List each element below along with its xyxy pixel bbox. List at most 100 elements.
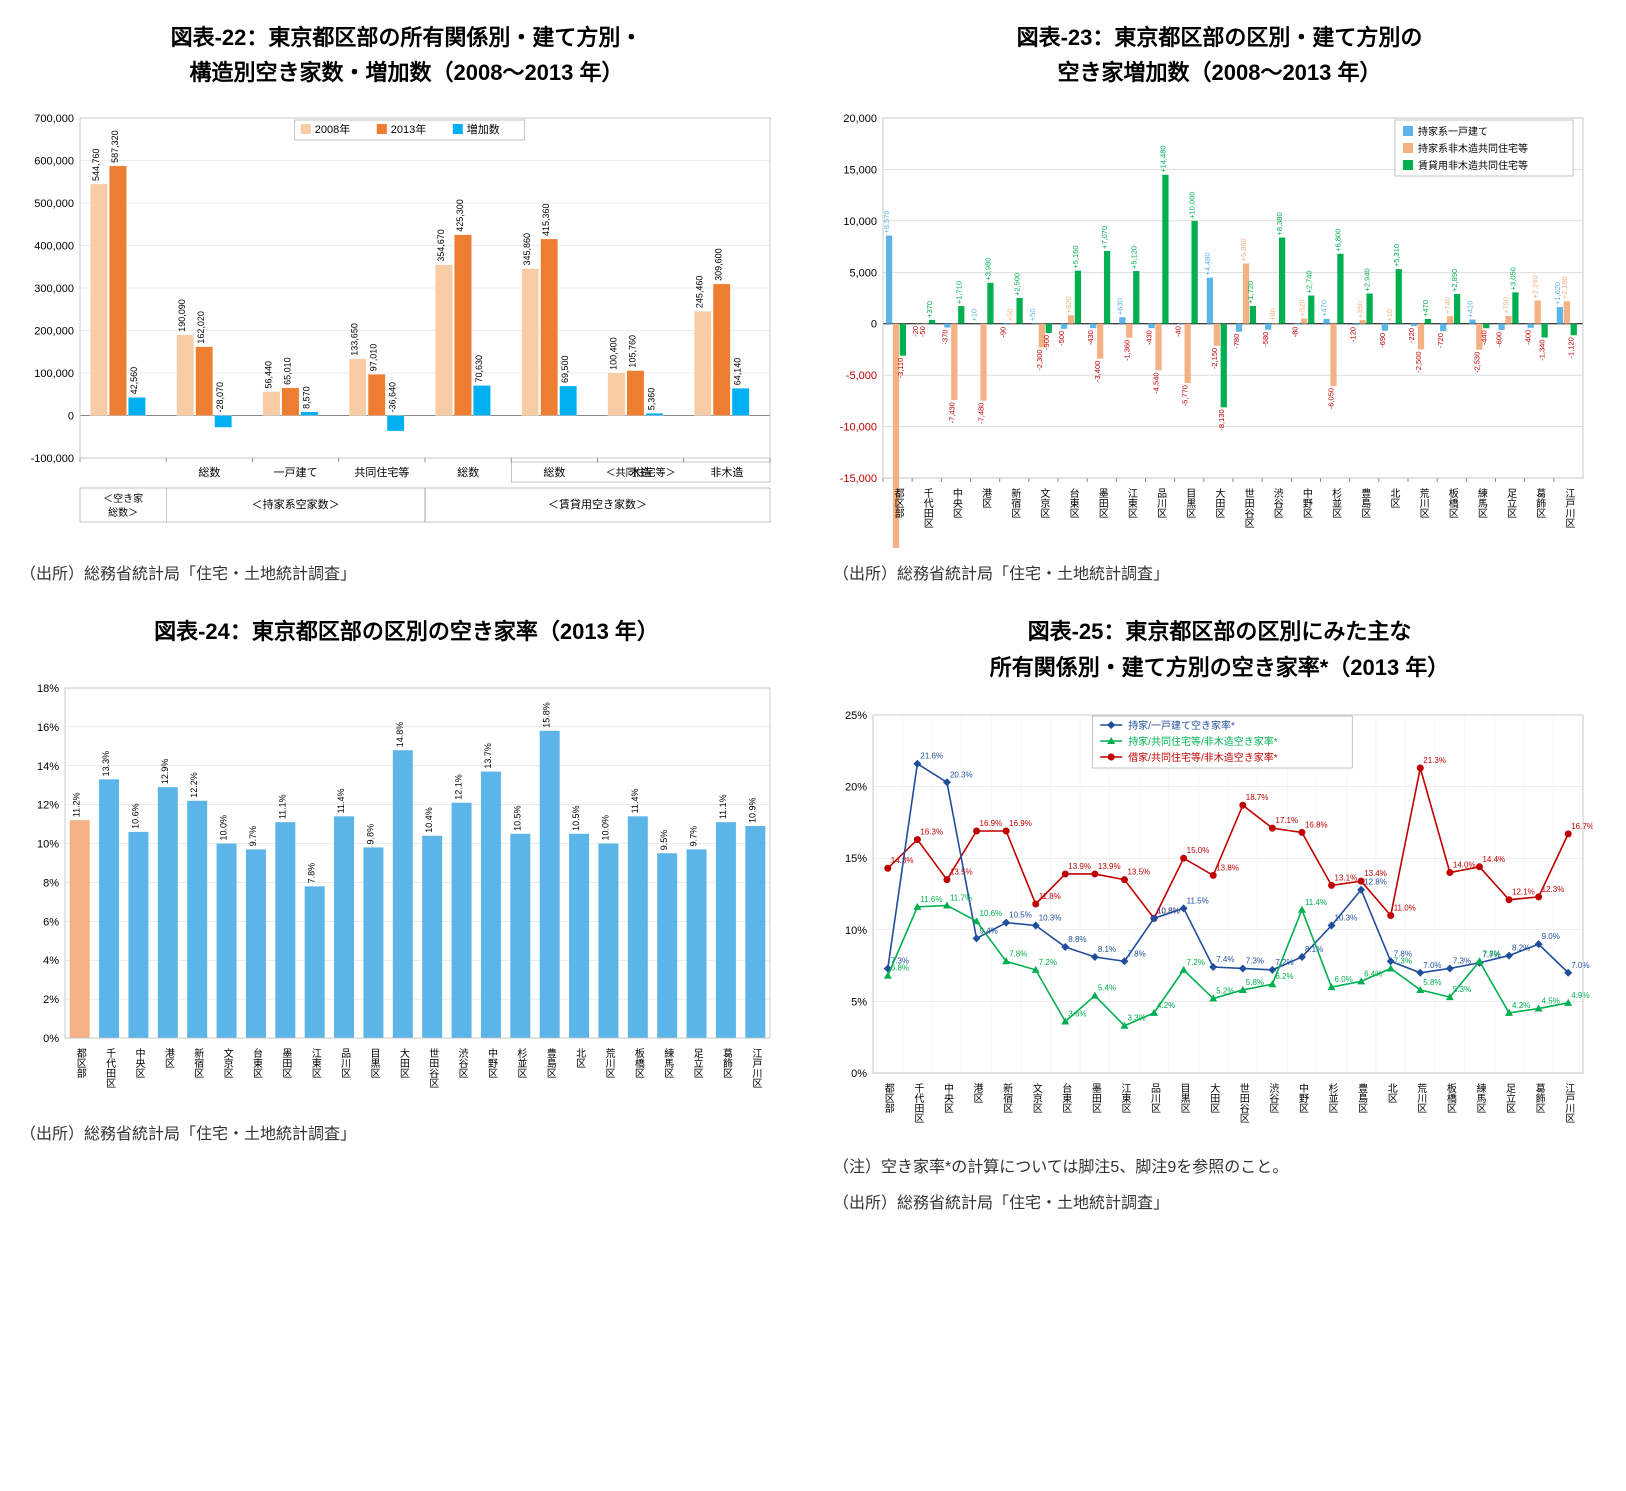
svg-text:162,020: 162,020 xyxy=(196,311,206,344)
svg-text:11.5%: 11.5% xyxy=(1187,896,1209,905)
svg-text:都区部: 都区部 xyxy=(74,1047,86,1078)
svg-text:+5,860: +5,860 xyxy=(1239,239,1248,262)
svg-text:15,000: 15,000 xyxy=(843,165,877,177)
svg-text:+80: +80 xyxy=(1268,309,1277,322)
svg-text:-10,000: -10,000 xyxy=(840,422,877,434)
chart-25-panel: 図表-25：東京都区部の区別にみた主な所有関係別・建て方別の空き家率*（2013… xyxy=(833,614,1606,1212)
svg-text:-7,430: -7,430 xyxy=(947,403,956,424)
svg-text:16.9%: 16.9% xyxy=(980,819,1003,828)
svg-text:8.8%: 8.8% xyxy=(1068,935,1086,944)
svg-text:文京区: 文京区 xyxy=(1030,1082,1042,1113)
svg-text:渋谷区: 渋谷区 xyxy=(1271,487,1283,518)
svg-text:豊島区: 豊島区 xyxy=(544,1046,556,1077)
svg-text:4%: 4% xyxy=(43,955,59,967)
chart-24-title: 図表-24：東京都区部の区別の空き家率（2013 年） xyxy=(20,614,793,649)
svg-text:11.0%: 11.0% xyxy=(1394,903,1416,912)
svg-text:11.1%: 11.1% xyxy=(718,794,728,819)
svg-text:借家/共同住宅等/非木造空き家率*: 借家/共同住宅等/非木造空き家率* xyxy=(1128,751,1278,764)
svg-text:-1,360: -1,360 xyxy=(1122,340,1131,361)
svg-text:+2,260: +2,260 xyxy=(1531,276,1540,299)
svg-text:+520: +520 xyxy=(1297,300,1306,317)
chart-22-source: （出所）総務省統計局「住宅・土地統計調査」 xyxy=(20,560,793,584)
svg-text:11.4%: 11.4% xyxy=(1305,898,1327,907)
svg-text:200,000: 200,000 xyxy=(34,326,74,338)
svg-text:2%: 2% xyxy=(43,994,59,1006)
svg-text:世田谷区: 世田谷区 xyxy=(1242,488,1254,528)
svg-text:7.8%: 7.8% xyxy=(1009,949,1027,958)
svg-text:目黒区: 目黒区 xyxy=(368,1048,380,1078)
svg-text:309,600: 309,600 xyxy=(714,249,724,282)
svg-text:97,010: 97,010 xyxy=(369,344,379,372)
svg-text:+630: +630 xyxy=(1115,299,1124,316)
svg-text:豊島区: 豊島区 xyxy=(1356,1082,1368,1113)
svg-text:-100,000: -100,000 xyxy=(31,453,74,465)
svg-text:新宿区: 新宿区 xyxy=(192,1046,204,1077)
svg-text:3.3%: 3.3% xyxy=(1127,1013,1145,1022)
svg-text:+740: +740 xyxy=(1443,298,1452,315)
svg-text:8.2%: 8.2% xyxy=(1512,943,1530,952)
svg-text:-400: -400 xyxy=(1524,330,1533,345)
svg-text:13.8%: 13.8% xyxy=(1216,863,1239,872)
svg-text:4.2%: 4.2% xyxy=(1512,1001,1530,1010)
svg-text:-5,000: -5,000 xyxy=(846,371,877,383)
svg-text:-580: -580 xyxy=(1261,332,1270,347)
chart-24-source: （出所）総務省統計局「住宅・土地統計調査」 xyxy=(20,1120,793,1144)
svg-text:+3,980: +3,980 xyxy=(983,258,992,281)
svg-text:-40: -40 xyxy=(1174,327,1183,338)
svg-text:渋谷区: 渋谷区 xyxy=(1267,1082,1279,1113)
svg-text:北区: 北区 xyxy=(1385,1083,1397,1103)
svg-text:-370: -370 xyxy=(940,330,949,345)
svg-text:11.1%: 11.1% xyxy=(277,794,287,819)
svg-text:+4,480: +4,480 xyxy=(1203,253,1212,276)
svg-text:-8,130: -8,130 xyxy=(1217,410,1226,431)
svg-text:11.6%: 11.6% xyxy=(920,895,942,904)
svg-text:21.3%: 21.3% xyxy=(1423,756,1446,765)
svg-text:-430: -430 xyxy=(1086,331,1095,346)
svg-text:10.3%: 10.3% xyxy=(1039,913,1062,922)
svg-text:16.9%: 16.9% xyxy=(1009,819,1032,828)
svg-text:墨田区: 墨田区 xyxy=(280,1047,292,1077)
svg-text:荒川区: 荒川区 xyxy=(603,1047,615,1077)
svg-text:+1,720: +1,720 xyxy=(1246,281,1255,304)
svg-text:+5,310: +5,310 xyxy=(1392,244,1401,267)
svg-text:65,010: 65,010 xyxy=(282,358,292,386)
svg-text:+2,890: +2,890 xyxy=(1450,269,1459,292)
svg-text:587,320: 587,320 xyxy=(110,131,120,164)
svg-text:+1,710: +1,710 xyxy=(954,281,963,304)
svg-text:-900: -900 xyxy=(1042,335,1051,350)
svg-text:-2,150: -2,150 xyxy=(1210,348,1219,369)
svg-text:墨田区: 墨田区 xyxy=(1096,488,1108,518)
svg-text:足立区: 足立区 xyxy=(691,1047,703,1077)
svg-text:世田谷区: 世田谷区 xyxy=(427,1047,439,1087)
svg-text:-7,480: -7,480 xyxy=(976,403,985,424)
svg-text:+8,380: +8,380 xyxy=(1275,213,1284,236)
svg-text:-50: -50 xyxy=(918,327,927,338)
svg-text:台東区: 台東区 xyxy=(250,1046,262,1077)
svg-text:-6,050: -6,050 xyxy=(1326,388,1335,409)
svg-text:+410: +410 xyxy=(1465,301,1474,318)
svg-text:13.3%: 13.3% xyxy=(101,750,111,776)
svg-text:11.2%: 11.2% xyxy=(72,792,82,817)
svg-text:700,000: 700,000 xyxy=(34,113,74,125)
svg-text:2013年: 2013年 xyxy=(391,122,426,136)
svg-text:-2,300: -2,300 xyxy=(1035,350,1044,371)
svg-text:7.2%: 7.2% xyxy=(1275,958,1293,967)
svg-text:練馬区: 練馬区 xyxy=(662,1046,674,1077)
svg-text:江戸川区: 江戸川区 xyxy=(750,1047,762,1087)
svg-text:荒川区: 荒川区 xyxy=(1417,488,1429,518)
svg-text:12.1%: 12.1% xyxy=(454,774,464,800)
svg-text:+2,740: +2,740 xyxy=(1304,271,1313,294)
svg-text:杉並区: 杉並区 xyxy=(515,1046,527,1077)
svg-text:江東区: 江東区 xyxy=(1125,488,1137,518)
svg-text:-2,500: -2,500 xyxy=(1414,352,1423,373)
svg-text:10.6%: 10.6% xyxy=(980,909,1003,918)
svg-text:12.8%: 12.8% xyxy=(1364,877,1387,886)
svg-text:-600: -600 xyxy=(1495,332,1504,347)
svg-text:目黒区: 目黒区 xyxy=(1184,488,1196,518)
svg-text:荒川区: 荒川区 xyxy=(1415,1083,1427,1113)
svg-text:21.6%: 21.6% xyxy=(920,751,943,760)
svg-text:大田区: 大田区 xyxy=(1213,487,1225,518)
chart-23-panel: 図表-23：東京都区部の区別・建て方別の空き家増加数（2008～2013 年） … xyxy=(833,20,1606,584)
svg-text:7.2%: 7.2% xyxy=(1187,958,1205,967)
svg-text:69,500: 69,500 xyxy=(560,356,570,384)
